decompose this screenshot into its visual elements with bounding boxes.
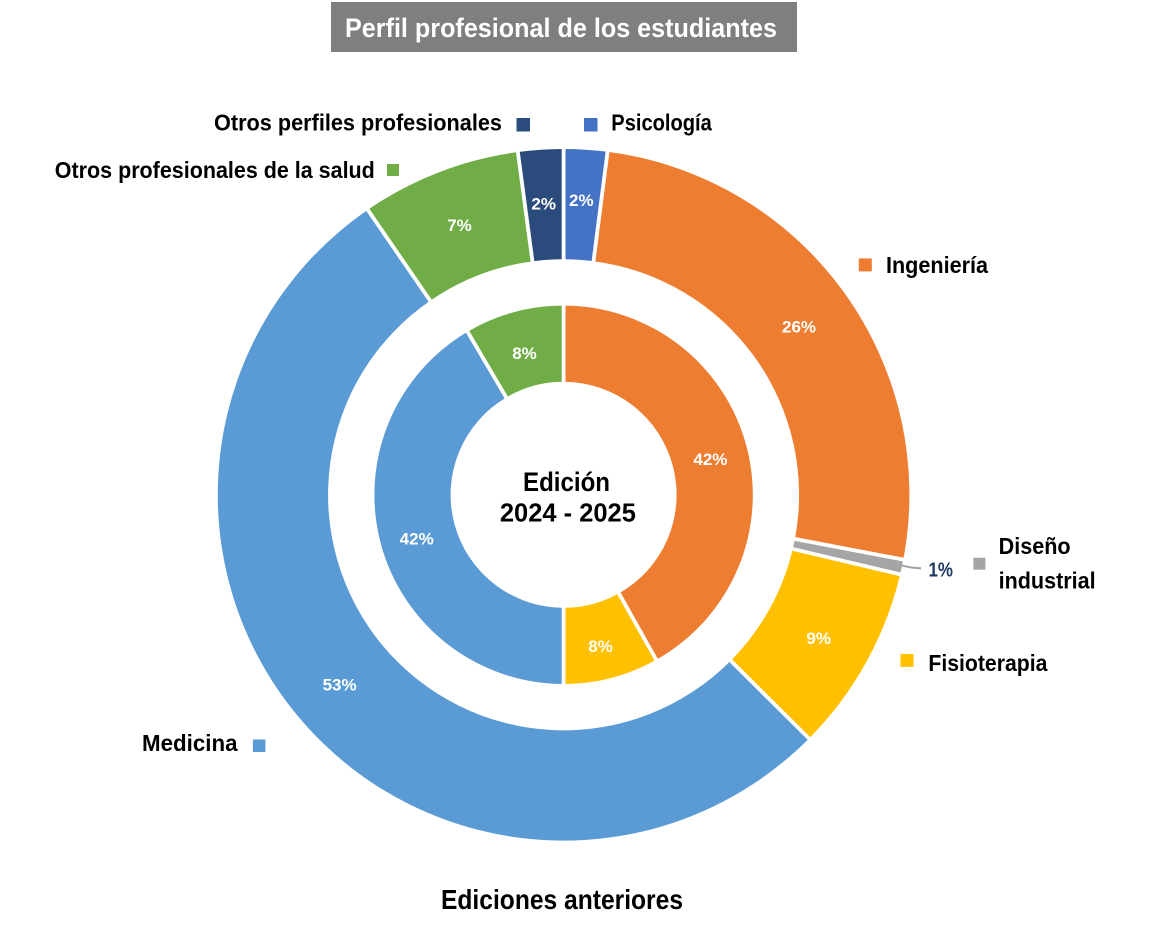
svg-text:industrial: industrial: [999, 568, 1096, 594]
svg-text:Otros profesionales de la salu: Otros profesionales de la salud: [55, 157, 375, 183]
svg-text:7%: 7%: [447, 216, 472, 235]
svg-text:1%: 1%: [929, 560, 954, 582]
svg-text:8%: 8%: [512, 344, 537, 363]
svg-text:26%: 26%: [782, 317, 816, 336]
svg-text:42%: 42%: [400, 529, 434, 548]
svg-text:Perfil profesional de los estu: Perfil profesional de los estudiantes: [345, 13, 777, 43]
svg-text:53%: 53%: [323, 675, 357, 694]
svg-text:Ingeniería: Ingeniería: [886, 252, 988, 278]
svg-text:42%: 42%: [693, 450, 727, 469]
svg-text:Ediciones anteriores: Ediciones anteriores: [441, 884, 683, 915]
svg-text:Edición: Edición: [523, 467, 610, 497]
svg-text:2%: 2%: [569, 191, 594, 210]
svg-text:8%: 8%: [588, 637, 613, 656]
svg-text:2024 - 2025: 2024 - 2025: [500, 498, 636, 528]
svg-text:9%: 9%: [806, 629, 831, 648]
svg-text:Otros perfiles profesionales: Otros perfiles profesionales: [214, 110, 502, 136]
svg-text:Psicología: Psicología: [611, 109, 712, 135]
svg-text:Medicina: Medicina: [142, 730, 238, 756]
svg-text:Diseño: Diseño: [999, 533, 1071, 559]
svg-text:Fisioterapia: Fisioterapia: [928, 650, 1047, 676]
svg-text:2%: 2%: [531, 195, 556, 214]
